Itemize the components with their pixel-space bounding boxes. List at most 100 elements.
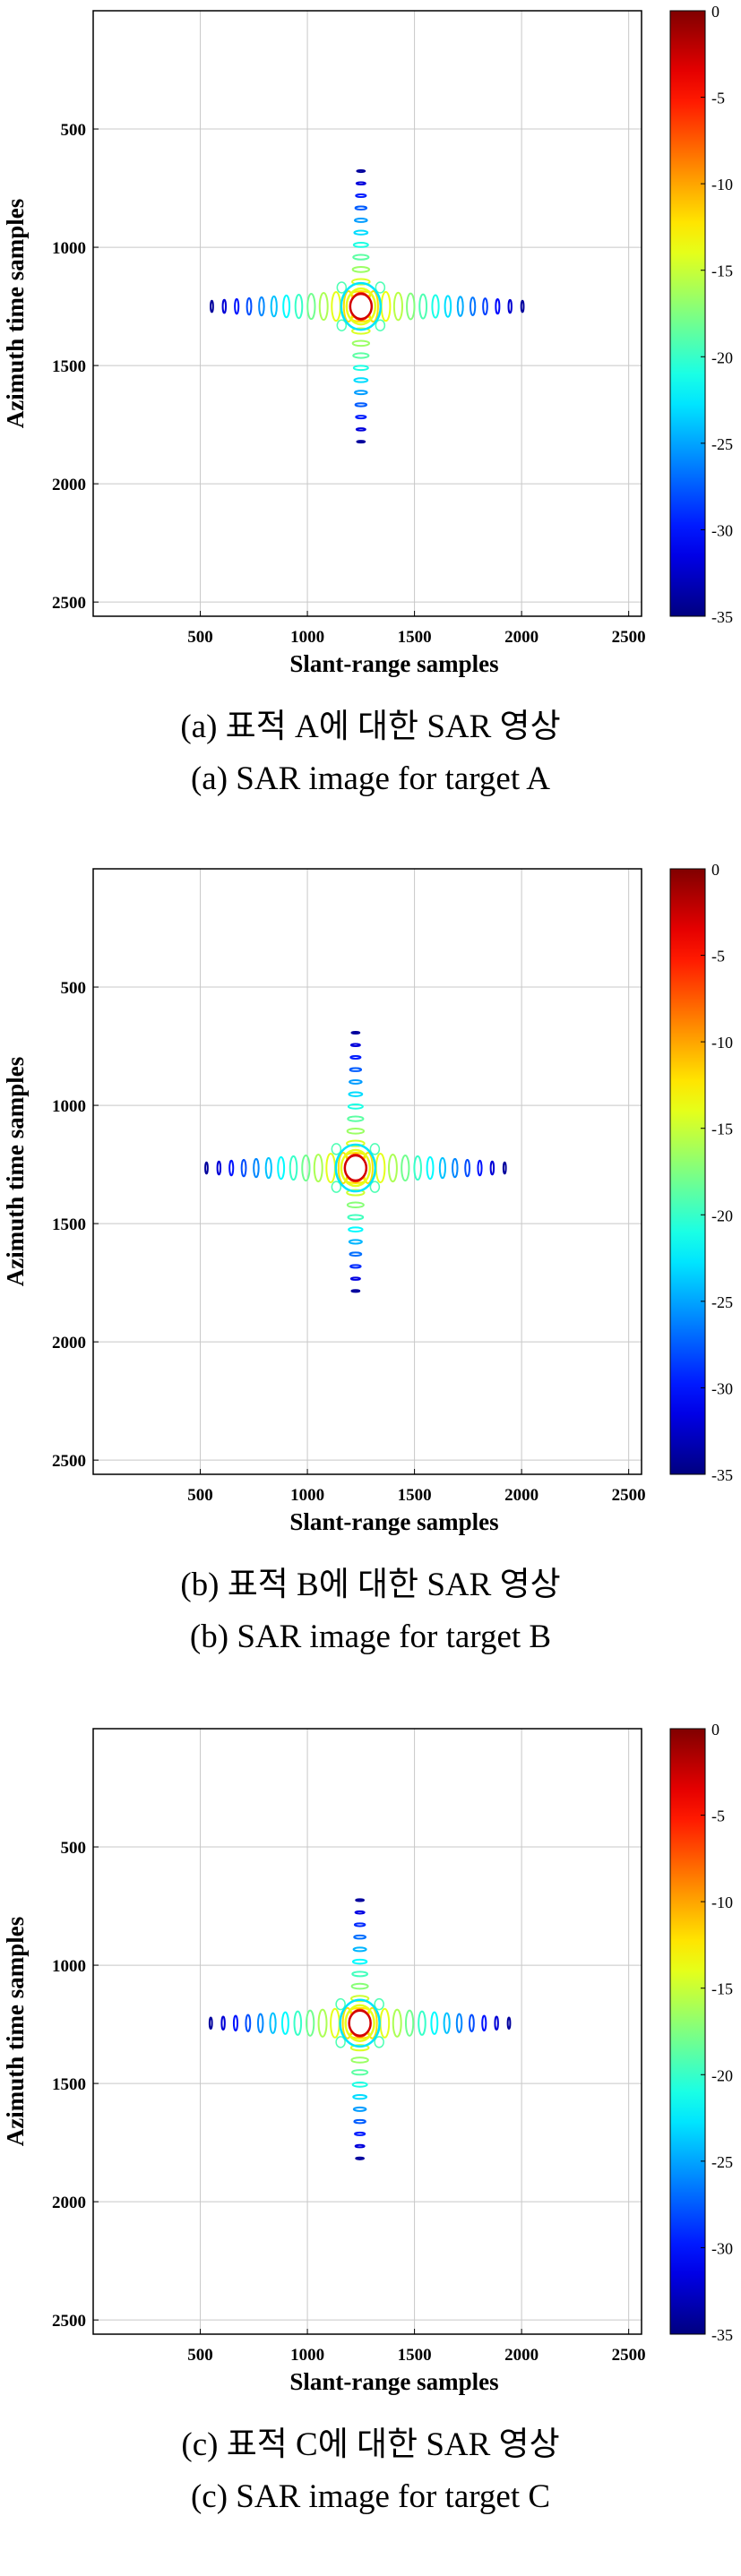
range-sidelobe: [281, 2011, 289, 2035]
colorbar-tick-label: -15: [711, 1980, 733, 1998]
range-sidelobe: [246, 296, 253, 316]
colorbar-tick-label: -5: [711, 948, 725, 966]
range-sidelobe: [495, 297, 501, 315]
azimuth-sidelobe: [355, 2156, 366, 2160]
y-tick-label: 500: [61, 979, 87, 998]
range-sidelobe: [426, 1155, 435, 1181]
range-sidelobe: [208, 2016, 213, 2031]
range-sidelobe: [520, 299, 525, 313]
main-lobe-peak: [343, 1154, 368, 1182]
azimuth-sidelobe: [346, 1201, 365, 1208]
range-sidelobe: [413, 1155, 422, 1181]
azimuth-sidelobe: [349, 1067, 363, 1072]
range-sidelobe: [330, 2007, 340, 2039]
azimuth-sidelobe: [354, 1910, 366, 1915]
azimuth-sidelobe: [349, 1251, 363, 1257]
colorbar-tick-label: 0: [711, 3, 719, 21]
azimuth-sidelobe: [348, 1226, 364, 1232]
y-tick-label: 500: [61, 121, 87, 140]
corner-sidelobe: [331, 1181, 342, 1193]
x-tick-label: 1500: [398, 1486, 432, 1505]
range-sidelobe: [452, 1157, 459, 1179]
range-sidelobe: [431, 294, 440, 319]
target-response: [204, 1030, 507, 1293]
range-sidelobe: [220, 2015, 226, 2031]
azimuth-sidelobe: [352, 242, 369, 248]
azimuth-sidelobe: [346, 1139, 366, 1147]
azimuth-sidelobe: [347, 1214, 365, 1221]
y-tick-label: 500: [61, 1839, 87, 1858]
colorbar-tick-label: -35: [711, 608, 733, 626]
range-sidelobe: [482, 297, 488, 316]
range-sidelobe: [204, 1161, 209, 1175]
range-sidelobe: [325, 1152, 336, 1184]
main-lobe-ring: [340, 281, 383, 331]
x-tick-label: 500: [187, 1486, 213, 1505]
range-sidelobe: [331, 291, 341, 322]
range-sidelobe: [293, 2010, 303, 2036]
azimuth-sidelobe: [349, 1078, 363, 1085]
corner-sidelobe: [374, 1997, 384, 2011]
main-lobe-ring: [339, 1998, 381, 2048]
azimuth-sidelobe: [351, 2082, 368, 2088]
range-sidelobe: [444, 295, 452, 318]
x-tick-label: 1500: [398, 2346, 432, 2365]
y-tick-label: 1500: [52, 2075, 86, 2094]
range-sidelobe: [477, 1159, 483, 1177]
azimuth-sidelobe: [350, 1982, 369, 1990]
azimuth-sidelobe: [352, 253, 370, 261]
sar-chart: 500 1000 1500 2000 2500 500 1000 1500 2000 2500 Sl…: [2, 861, 733, 1535]
colorbar-tick-label: -20: [711, 1206, 733, 1224]
range-sidelobe: [455, 2013, 463, 2033]
azimuth-sidelobe: [356, 168, 366, 174]
colorbar: [669, 10, 706, 617]
colorbar-tick-label: 0: [711, 1721, 719, 1739]
azimuth-sidelobe: [348, 1239, 363, 1245]
range-sidelobe: [379, 2007, 391, 2039]
azimuth-sidelobe: [347, 1115, 365, 1122]
azimuth-sidelobe: [349, 1995, 370, 2003]
range-sidelobe: [380, 290, 392, 322]
azimuth-sidelobe: [351, 1958, 368, 1965]
azimuth-sidelobe: [347, 1103, 364, 1110]
azimuth-sidelobe: [353, 1934, 367, 1940]
range-sidelobe: [489, 1160, 495, 1176]
range-sidelobe: [313, 1153, 323, 1183]
azimuth-sidelobe: [349, 1264, 362, 1269]
range-sidelobe: [245, 2014, 252, 2032]
corner-sidelobe: [375, 319, 386, 331]
azimuth-sidelobe: [354, 2131, 366, 2136]
range-sidelobe: [502, 1161, 507, 1175]
y-tick-label: 1000: [52, 1097, 86, 1116]
range-sidelobe: [232, 2014, 239, 2032]
colorbar: [669, 868, 706, 1475]
y-tick-label: 1000: [52, 239, 86, 258]
range-sidelobe: [401, 1154, 410, 1182]
caption-english: (b) SAR image for target B: [189, 1619, 552, 1655]
axes-frame: [92, 1728, 642, 2335]
x-tick-label: 500: [187, 2346, 213, 2365]
corner-sidelobe: [335, 2036, 346, 2048]
range-sidelobe: [306, 2009, 315, 2037]
x-tick-label: 500: [187, 628, 213, 647]
range-sidelobe: [464, 1158, 471, 1178]
azimuth-sidelobe: [346, 1189, 366, 1197]
sar-panel-1: 500 1000 1500 2000 2500 500 1000 1500 2000 2500 Sl…: [0, 858, 741, 1716]
colorbar-tick-label: -10: [711, 176, 733, 193]
range-sidelobe: [294, 293, 304, 320]
range-sidelobe: [216, 1160, 222, 1176]
azimuth-sidelobe: [355, 415, 367, 420]
x-tick-label: 2500: [612, 2346, 646, 2365]
y-axis-label: Azimuth time samples: [2, 1917, 29, 2146]
azimuth-sidelobe: [351, 2069, 369, 2076]
x-tick-label: 2500: [612, 628, 646, 647]
caption-english: (a) SAR image for target A: [190, 760, 551, 797]
y-tick-label: 1500: [52, 357, 86, 376]
y-tick-label: 2000: [52, 2194, 86, 2212]
range-sidelobe: [264, 1156, 272, 1180]
range-sidelobe: [481, 2014, 487, 2032]
azimuth-sidelobe: [351, 278, 371, 286]
azimuth-sidelobe: [354, 390, 368, 396]
azimuth-sidelobe: [353, 1922, 366, 1928]
colorbar-tick-label: -35: [711, 2326, 733, 2344]
